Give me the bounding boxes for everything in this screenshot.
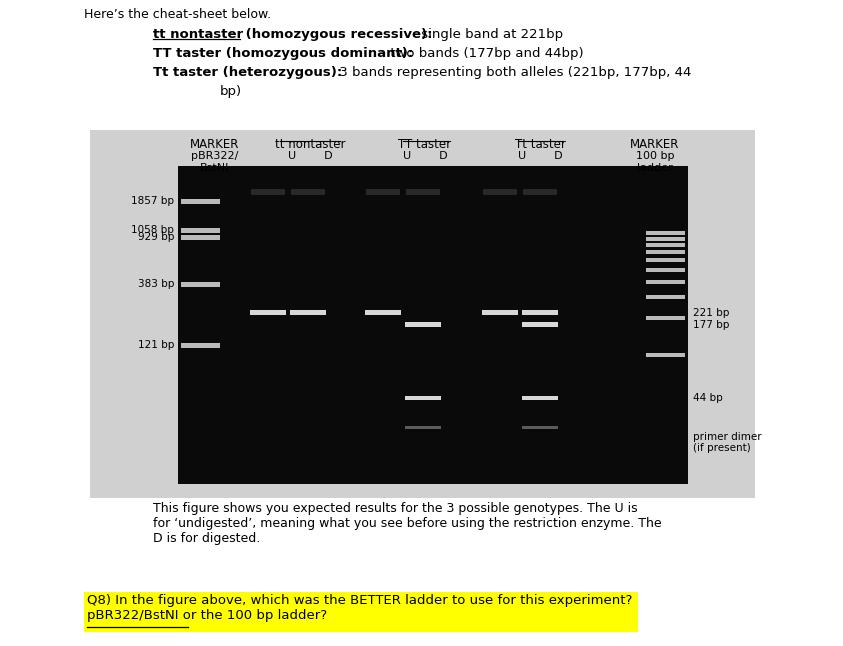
Text: TT taster: TT taster	[399, 138, 452, 151]
Text: pBR322/
BstNI: pBR322/ BstNI	[191, 151, 239, 172]
Bar	[178, 166, 688, 484]
Text: TT taster (homozygous dominant):: TT taster (homozygous dominant):	[153, 47, 413, 60]
Text: 1857 bp: 1857 bp	[131, 196, 174, 205]
Bar	[181, 199, 220, 203]
Text: 221 bp: 221 bp	[693, 308, 729, 318]
Bar	[646, 316, 685, 320]
Text: tt nontaster: tt nontaster	[153, 28, 243, 41]
Bar	[291, 189, 325, 195]
Text: primer dimer
(if present): primer dimer (if present)	[693, 432, 761, 453]
Bar	[646, 237, 685, 241]
Bar	[646, 250, 685, 254]
Bar	[405, 426, 441, 429]
Text: 929 bp: 929 bp	[137, 233, 174, 242]
Text: MARKER: MARKER	[191, 138, 239, 151]
Bar	[646, 280, 685, 284]
Text: 44 bp: 44 bp	[693, 393, 722, 403]
Text: 121 bp: 121 bp	[137, 340, 174, 349]
Bar	[250, 310, 286, 315]
Bar	[646, 295, 685, 299]
Text: 3 bands representing both alleles (221bp, 177bp, 44: 3 bands representing both alleles (221bp…	[335, 66, 691, 79]
Bar	[84, 592, 638, 632]
Text: bp): bp)	[220, 85, 242, 98]
Text: (homozygous recessive):: (homozygous recessive):	[241, 28, 432, 41]
Text: U        D: U D	[518, 151, 562, 161]
Bar	[251, 189, 285, 195]
Bar	[365, 310, 401, 315]
Text: Tt taster: Tt taster	[514, 138, 566, 151]
Text: 1058 bp: 1058 bp	[132, 225, 174, 235]
Bar	[405, 396, 441, 400]
Text: 383 bp: 383 bp	[137, 279, 174, 289]
Text: This figure shows you expected results for the 3 possible genotypes. The U is
fo: This figure shows you expected results f…	[153, 502, 662, 545]
Bar	[181, 342, 220, 348]
Text: MARKER: MARKER	[631, 138, 679, 151]
Bar	[646, 231, 685, 235]
Bar	[290, 310, 326, 315]
Bar	[522, 396, 558, 400]
Bar	[181, 282, 220, 287]
Text: Here’s the cheat-sheet below.: Here’s the cheat-sheet below.	[84, 8, 271, 21]
Bar	[523, 189, 557, 195]
Bar	[522, 310, 558, 315]
Text: U        D: U D	[403, 151, 448, 161]
Bar	[483, 189, 517, 195]
Text: Tt taster (heterozygous):: Tt taster (heterozygous):	[153, 66, 342, 79]
Bar	[646, 243, 685, 247]
Bar	[90, 130, 755, 498]
Bar	[522, 426, 558, 429]
Bar	[522, 322, 558, 327]
Text: 177 bp: 177 bp	[693, 320, 729, 329]
Text: Q8) In the figure above, which was the BETTER ladder to use for this experiment?: Q8) In the figure above, which was the B…	[87, 594, 632, 622]
Text: tt nontaster: tt nontaster	[275, 138, 346, 151]
Bar	[181, 229, 220, 233]
Bar	[646, 353, 685, 357]
Bar	[406, 189, 440, 195]
Text: two bands (177bp and 44bp): two bands (177bp and 44bp)	[386, 47, 583, 60]
Text: single band at 221bp: single band at 221bp	[417, 28, 563, 41]
Text: 100 bp
ladder: 100 bp ladder	[636, 151, 674, 172]
Bar	[405, 322, 441, 327]
Text: U        D: U D	[287, 151, 332, 161]
Bar	[482, 310, 518, 315]
Bar	[181, 235, 220, 240]
Bar	[646, 268, 685, 272]
Bar	[366, 189, 400, 195]
Bar	[646, 258, 685, 262]
